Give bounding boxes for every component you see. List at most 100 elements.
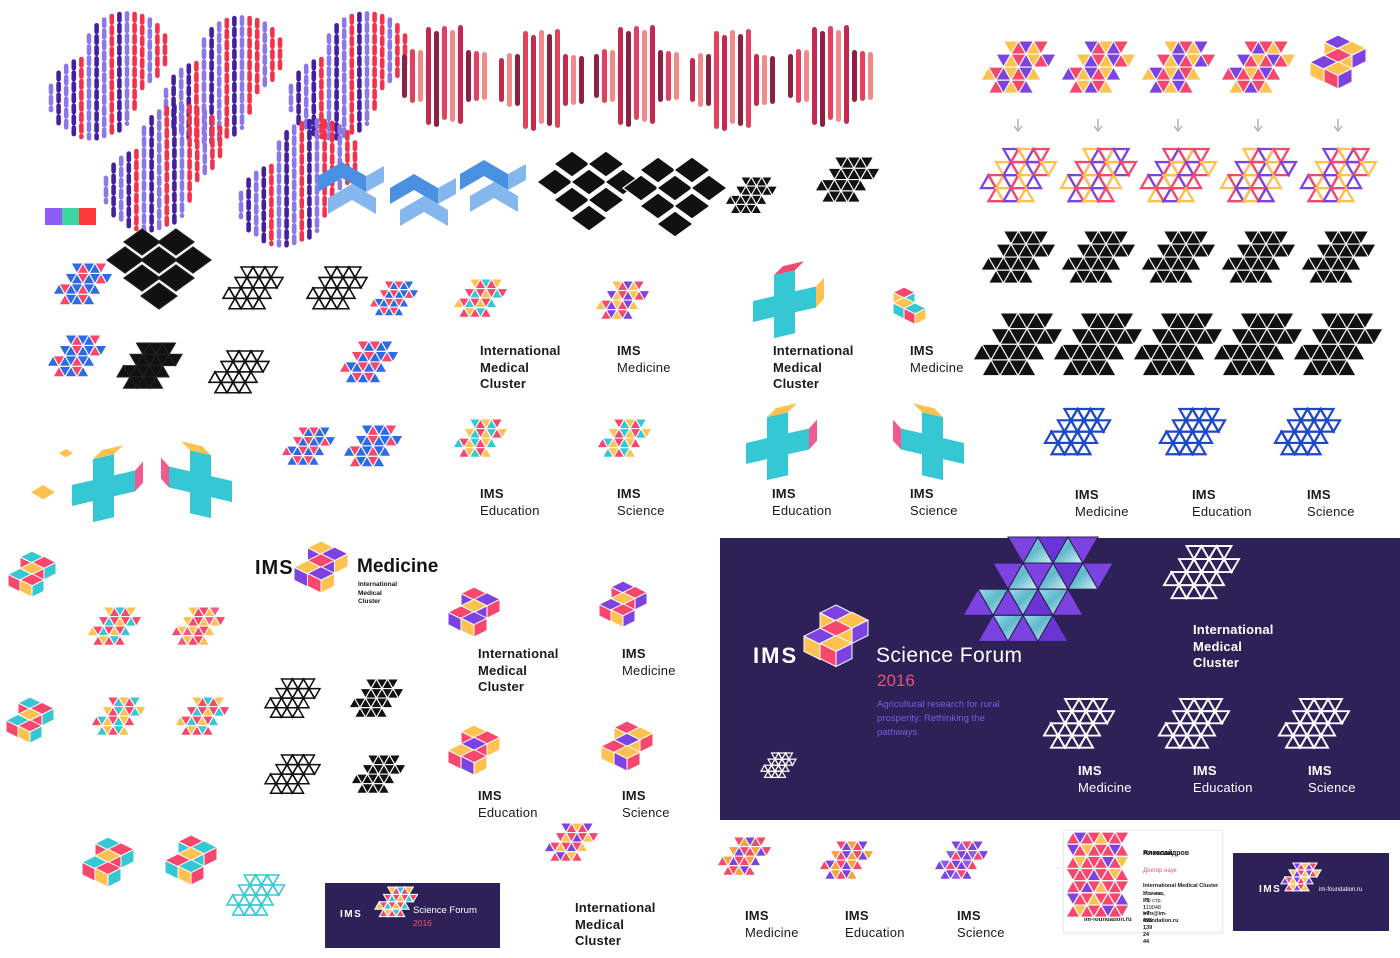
black-triangle-logo [1140,229,1217,285]
ims-wordmark: IMS [1307,487,1331,502]
blue-ribbon-sketch [390,170,460,232]
product-name: Education [772,502,832,518]
black-solid-logo [105,228,214,312]
banner-tagline: Agricultural research for rural prosperi… [877,698,1000,740]
imc-line: Cluster [478,679,525,694]
imc-line: International [478,646,559,661]
black-diamond-logo [535,150,644,234]
ims-wordmark: IMS [910,486,934,501]
label-ims-science: IMS Science [910,486,958,519]
label-international-medical-cluster: International Medical Cluster [478,646,559,696]
website-card-ims-wordmark: IMS [1259,884,1282,895]
imc-line: Medical [575,916,625,932]
product-name: Education [1192,503,1252,519]
imc-line: Medical [358,589,382,597]
dotted-logo-sketch [100,100,248,235]
blue-outline-logo [1043,406,1112,457]
striped-logo-sketch [786,20,874,132]
ims-triangle-logo [716,835,773,877]
black-outline-logo [207,349,271,395]
blue-outline-logo [1273,406,1342,457]
business-card-org: International Medical Cluster [1143,883,1219,889]
black-triangle-logo [1132,311,1224,377]
triangle-logo [170,605,227,647]
website-card-url: im-foundation.ru [1319,887,1363,893]
imc-line: Medical [480,359,530,375]
imc-line: International [575,900,656,915]
product-name: Education [1193,779,1253,795]
dotted-logo-sketch [285,8,433,143]
ims-wordmark: IMS [617,343,641,358]
pink-blue-triangle-logo [342,423,404,468]
black-triangle-logo [724,175,779,215]
black-diamond-logo [621,156,730,240]
black-outline-logo [263,677,322,719]
ims-wordmark: IMS [480,486,504,501]
striped-logo-sketch [497,24,585,136]
teal-cross-logo [745,261,833,354]
ims-triangle-logo [933,839,990,881]
product-name: Medicine [622,662,676,678]
imc-line: Cluster [575,933,622,948]
teal-cross-logo [64,445,152,538]
cyan-outline-logo [225,873,286,917]
imc-line: Medical [1193,638,1243,654]
triangle-logo [86,605,143,647]
ims-triangle-logo [818,839,875,881]
ims-wordmark: IMS [772,486,796,501]
medicine-lockup-product: Medicine [357,556,439,577]
triangle-logo [90,695,147,737]
address-line: Усачева, 35, стр. 1 [1143,891,1166,911]
product-name: Science [957,924,1005,940]
small-banner-ims-wordmark: IMS [340,909,363,920]
black-triangle-logo [1212,311,1304,377]
ims-wordmark: IMS [617,486,641,501]
tagline-line: Agricultural research for rural [877,699,1000,710]
black-triangle-logo [1292,311,1384,377]
black-triangle-logo [1300,229,1377,285]
yellow-diamond [58,448,74,458]
black-triangle-logo [1220,229,1297,285]
black-outline-logo [221,265,285,311]
product-name: Medicine [1075,503,1129,519]
label-ims-science: IMS Science [617,486,665,519]
science-forum-banner-small: IMS Science Forum 2016 [325,883,500,948]
name-line: Александров [1143,850,1190,857]
ims-wordmark: IMS [845,908,869,923]
dotted-logo-sketch [45,8,193,143]
ims-wordmark: IMS [957,908,981,923]
label-ims-medicine: IMS Medicine [910,343,964,376]
name-line: Николай [1143,850,1173,857]
blue-outline-logo [1158,406,1227,457]
product-name: Education [480,502,540,518]
ims-cube-logo [446,584,502,642]
teal-cross-logo [152,441,240,534]
product-name: Science [910,502,958,518]
black-triangle-logo [814,155,881,204]
chevron-triangle-logo [1139,146,1218,204]
blue-ribbon-sketch [318,158,388,220]
ims-wordmark: IMS [1193,763,1217,778]
striped-logo-sketch [592,20,680,132]
business-card-role: Доктор наук [1143,868,1177,874]
label-ims-science: IMS Science [622,788,670,821]
ims-triangle-logo [594,279,651,321]
arrow-down-icon [1252,118,1264,134]
product-name: Medicine [745,924,799,940]
website-card-logo [1280,861,1322,892]
product-name: Science [622,804,670,820]
imc-line: International [480,343,561,358]
teal-cube-logo [163,832,219,890]
product-name: Science [1308,779,1356,795]
product-name: Medicine [910,359,964,375]
label-international-medical-cluster: International Medical Cluster [773,343,854,393]
black-triangle-logo [1052,311,1144,377]
label-ims-medicine: IMS Medicine [745,908,799,941]
color-palette-swatch [45,208,96,225]
striped-logo-sketch [400,20,488,132]
ims-triangle-logo [543,821,600,863]
label-ims-medicine: IMS Medicine [1078,763,1132,796]
imc-line: International [1193,622,1274,637]
black-solid-logo [116,341,183,390]
